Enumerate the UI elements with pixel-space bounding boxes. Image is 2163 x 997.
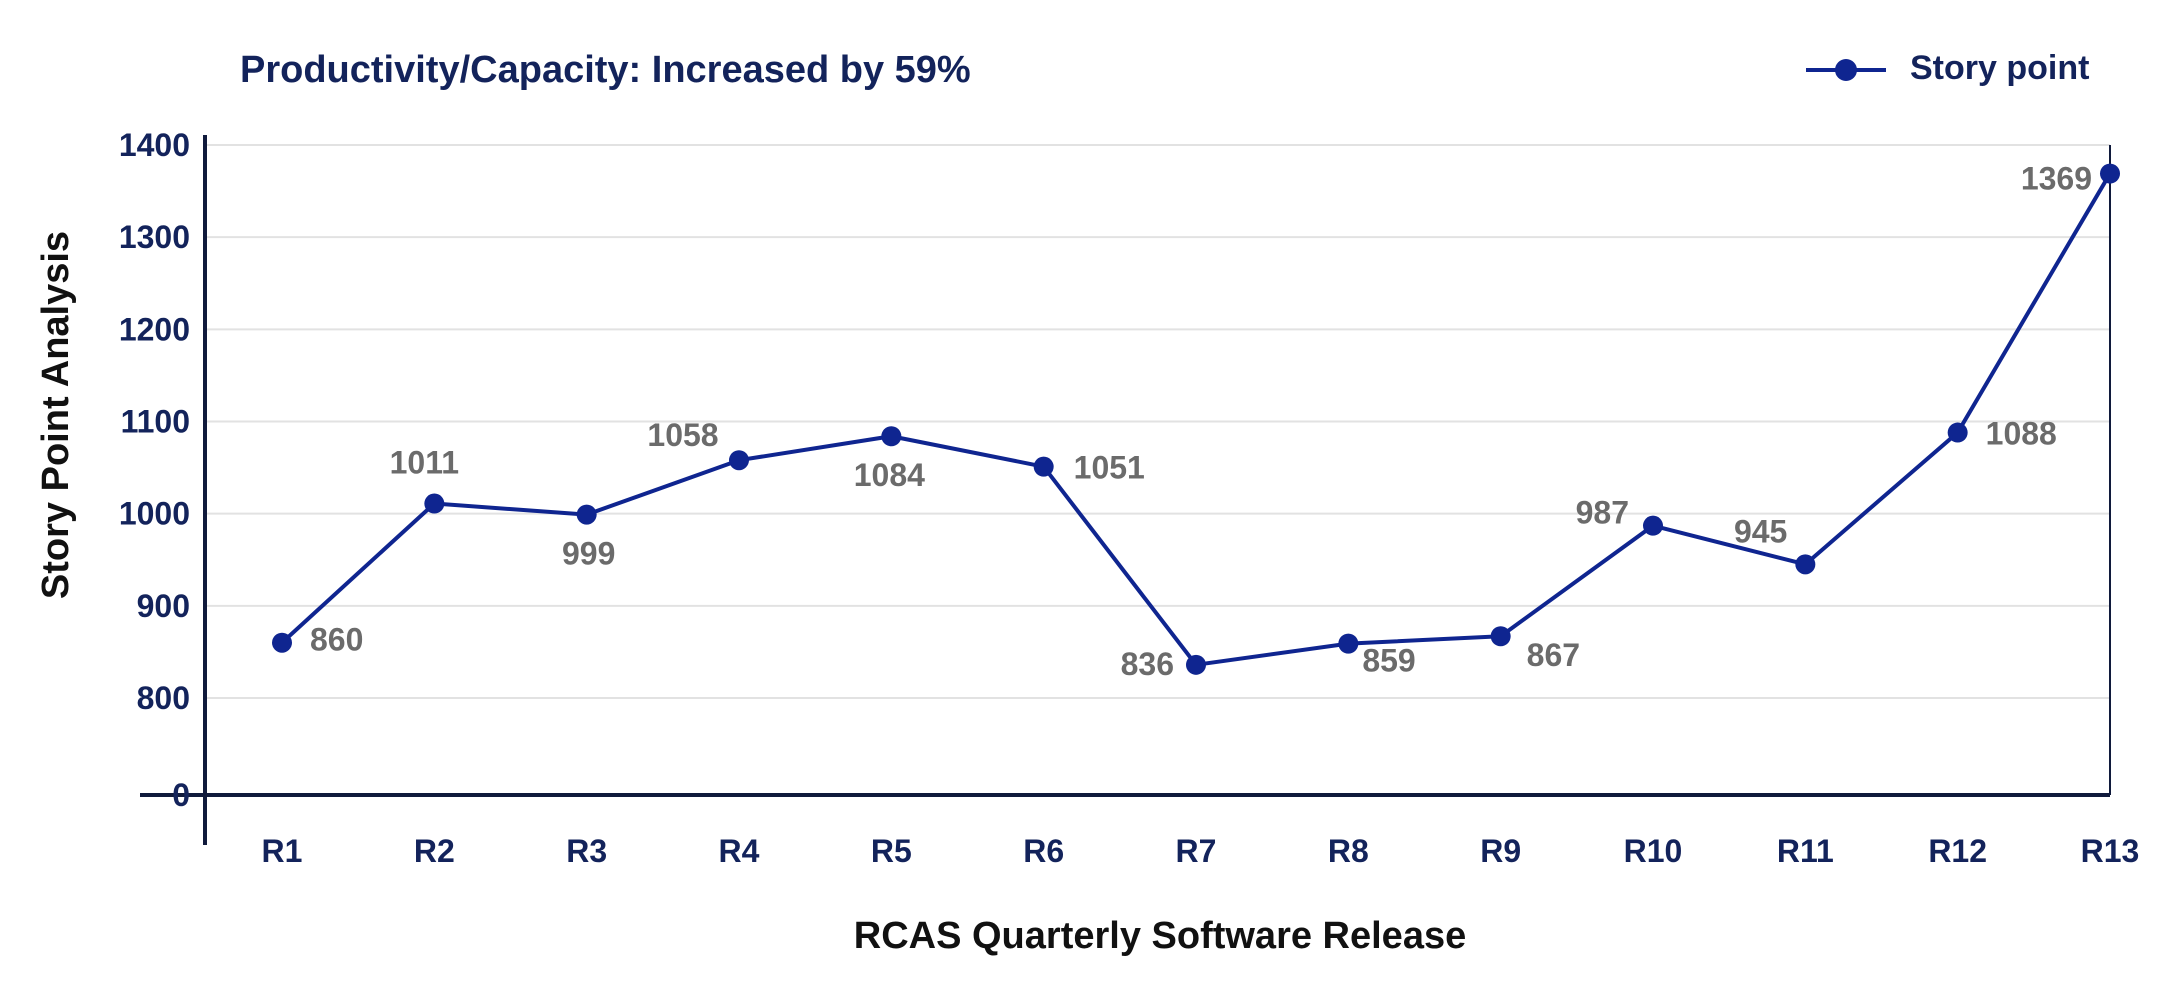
data-point-r13 xyxy=(2100,163,2120,184)
data-point-r12 xyxy=(1947,422,1968,443)
x-tick-label-r1: R1 xyxy=(262,833,303,869)
data-label-r3: 999 xyxy=(562,536,615,572)
chart-title: Productivity/Capacity: Increased by 59% xyxy=(240,49,971,91)
data-point-r6 xyxy=(1033,456,1054,477)
x-tick-label-r5: R5 xyxy=(871,833,912,869)
x-tick-label-r8: R8 xyxy=(1328,833,1369,869)
data-point-r9 xyxy=(1490,626,1511,647)
data-label-r10: 987 xyxy=(1576,495,1629,531)
gridlines xyxy=(205,144,2110,699)
data-point-r7 xyxy=(1186,654,1206,675)
y-tick-label-1300: 1300 xyxy=(119,219,190,255)
data-label-r12: 1088 xyxy=(1986,416,2057,452)
data-label-r7: 836 xyxy=(1121,646,1174,682)
legend: Story point xyxy=(1806,49,2089,87)
x-tick-label-r7: R7 xyxy=(1176,833,1217,869)
data-point-r11 xyxy=(1795,554,1816,575)
x-axis-ticks: R1 R2 R3 R4 R5 R6 R7 R8 R9 R10 R11 R12 R13 xyxy=(262,833,2140,869)
data-label-r11: 945 xyxy=(1734,513,1787,549)
data-point-r3 xyxy=(576,504,597,525)
y-tick-label-0: 0 xyxy=(172,777,190,813)
x-tick-label-r12: R12 xyxy=(1928,833,1987,869)
data-point-r4 xyxy=(729,450,749,471)
x-tick-label-r2: R2 xyxy=(414,833,455,869)
x-tick-label-r10: R10 xyxy=(1624,833,1683,869)
y-tick-label-1400: 1400 xyxy=(119,127,190,163)
data-label-r2: 1011 xyxy=(390,445,459,481)
data-point-r2 xyxy=(424,493,445,514)
y-tick-label-900: 900 xyxy=(137,588,190,624)
y-axis-ticks: 0 800 900 1000 1100 1200 1300 1400 xyxy=(119,127,190,813)
data-point-r8 xyxy=(1338,633,1359,654)
x-tick-label-r6: R6 xyxy=(1023,833,1064,869)
y-tick-label-800: 800 xyxy=(137,680,190,716)
data-label-r6: 1051 xyxy=(1074,450,1145,486)
x-tick-label-r11: R11 xyxy=(1777,833,1834,869)
legend-label: Story point xyxy=(1910,49,2089,87)
x-tick-label-r13: R13 xyxy=(2081,833,2140,869)
data-point-r5 xyxy=(881,426,902,447)
axes xyxy=(140,135,2111,845)
data-point-r1 xyxy=(272,632,292,653)
data-label-r4: 1058 xyxy=(647,417,718,453)
x-axis-title: RCAS Quarterly Software Release xyxy=(854,915,1466,957)
data-label-r1: 860 xyxy=(310,622,363,658)
data-label-r13: 1369 xyxy=(2021,161,2092,197)
x-tick-label-r3: R3 xyxy=(566,833,607,869)
y-axis-title: Story Point Analysis xyxy=(35,231,77,599)
series-line xyxy=(280,172,2112,667)
data-label-r8: 859 xyxy=(1362,643,1415,679)
y-tick-label-1100: 1100 xyxy=(121,404,190,440)
series-story-point xyxy=(272,163,2120,675)
y-tick-label-1200: 1200 xyxy=(119,311,190,347)
y-tick-label-1000: 1000 xyxy=(119,496,190,532)
data-label-r9: 867 xyxy=(1527,637,1580,673)
data-label-r5: 1084 xyxy=(854,457,925,493)
x-tick-label-r9: R9 xyxy=(1480,833,1521,869)
x-tick-label-r4: R4 xyxy=(719,833,760,869)
data-labels: 860 1011 999 1058 1084 1051 836 859 867 987 945 108… xyxy=(310,161,2092,682)
legend-marker xyxy=(1835,59,1857,81)
data-point-r10 xyxy=(1643,515,1663,536)
